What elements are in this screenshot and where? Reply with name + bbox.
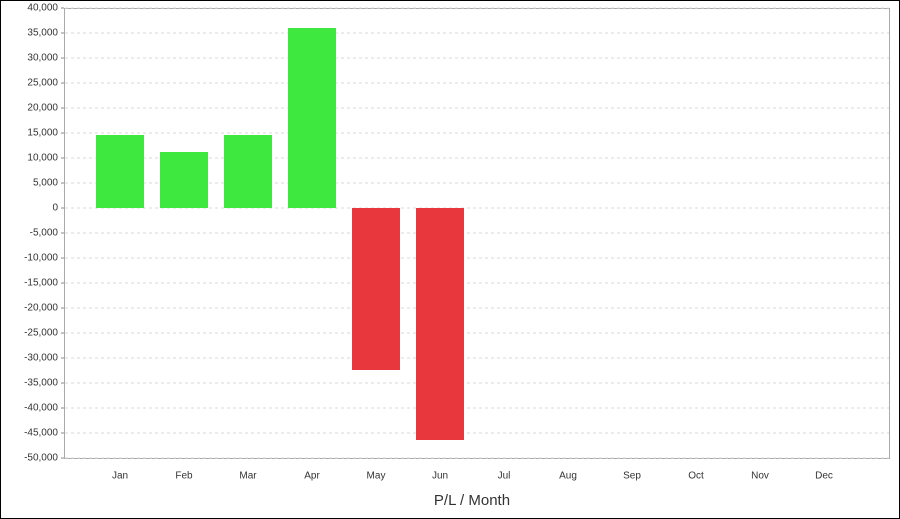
- y-tick-label: -50,000: [24, 453, 58, 464]
- bar: [352, 208, 400, 370]
- bar: [224, 135, 272, 208]
- y-tick-label: 0: [52, 203, 58, 214]
- y-tick-label: -45,000: [24, 428, 58, 439]
- x-tick-label: Jul: [498, 471, 511, 482]
- y-tick-label: 15,000: [27, 128, 58, 139]
- x-tick-label: Apr: [304, 471, 320, 482]
- x-tick-label: Jan: [112, 471, 128, 482]
- x-tick-label: Nov: [751, 471, 769, 482]
- x-tick-label: Aug: [559, 471, 577, 482]
- bar: [416, 208, 464, 440]
- y-tick-label: -35,000: [24, 378, 58, 389]
- x-tick-label: Sep: [623, 471, 641, 482]
- x-axis-label: P/L / Month: [434, 492, 510, 509]
- y-tick-label: -5,000: [30, 228, 59, 239]
- y-tick-label: -15,000: [24, 278, 58, 289]
- x-tick-label: Oct: [688, 471, 704, 482]
- y-tick-label: 10,000: [27, 153, 58, 164]
- y-tick-label: -30,000: [24, 353, 58, 364]
- bar: [288, 28, 336, 208]
- y-tick-label: 25,000: [27, 78, 58, 89]
- y-tick-label: 40,000: [27, 3, 58, 14]
- bar: [160, 152, 208, 208]
- y-tick-label: -20,000: [24, 303, 58, 314]
- y-tick-label: 30,000: [27, 53, 58, 64]
- y-tick-label: -40,000: [24, 403, 58, 414]
- y-tick-label: 35,000: [27, 28, 58, 39]
- y-tick-label: -25,000: [24, 328, 58, 339]
- x-tick-label: Mar: [239, 471, 257, 482]
- x-tick-label: May: [367, 471, 386, 482]
- x-tick-label: Dec: [815, 471, 833, 482]
- y-tick-label: 5,000: [33, 178, 58, 189]
- x-tick-label: Jun: [432, 471, 448, 482]
- y-tick-label: -10,000: [24, 253, 58, 264]
- plot-area: [64, 8, 890, 459]
- x-tick-label: Feb: [175, 471, 193, 482]
- bar: [96, 135, 144, 208]
- y-tick-label: 20,000: [27, 103, 58, 114]
